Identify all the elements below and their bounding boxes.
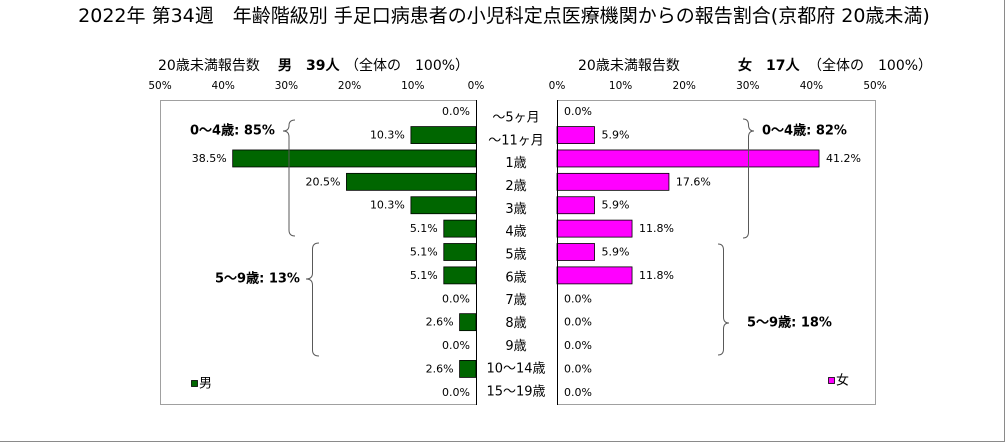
male-x-tick-label: 50% (148, 80, 171, 92)
female-value-label: 11.8% (639, 222, 674, 235)
female-x-tick-label: 20% (673, 80, 696, 92)
male-bar (232, 149, 477, 168)
male-value-label: 2.6% (426, 362, 454, 375)
female-x-tick-label: 50% (863, 80, 886, 92)
age-category-label: 5歳 (505, 248, 526, 263)
age-category-label: 4歳 (505, 225, 526, 240)
female-value-label: 11.8% (639, 269, 674, 282)
female-panel: 0% 10% 20% 30% 40% 50% 0.0% 5.9% 41.2% 17.6% 5.9% 1… (549, 80, 887, 405)
female-x-tick-label: 40% (800, 80, 823, 92)
male-value-label: 0.0% (442, 386, 470, 399)
male-value-label: 2.6% (426, 316, 454, 329)
female-bar (556, 243, 595, 261)
female-bar (556, 266, 633, 285)
age-group-brace (742, 118, 755, 239)
age-category-label: 3歳 (505, 202, 526, 217)
age-category-label: ～11ヶ月 (488, 133, 544, 148)
female-value-label: 41.2% (826, 152, 861, 165)
female-panel-header: 20歳未満報告数 女 17人 （全体の 100%） (578, 57, 932, 74)
male-x-tick-label: 40% (212, 80, 235, 92)
female-bar (556, 172, 670, 191)
male-value-label: 10.3% (370, 199, 405, 212)
age-category-label: 9歳 (505, 339, 526, 354)
male-bar (410, 196, 477, 215)
age-category-label: 1歳 (505, 156, 526, 171)
male-bar (443, 266, 477, 285)
male-panel: 0% 10% 20% 30% 40% 50% 0.0% 10.3% 38.5% 20.5% 10.3… (148, 80, 484, 405)
age-category-label: 10～14歳 (486, 362, 545, 377)
age-group-annotations: 0～4歳: 85% 5～9歳: 13% 0～4歳: 82% 5～9歳: 18% (190, 118, 847, 357)
male-bar (459, 313, 477, 332)
age-category-label: 15～19歳 (486, 385, 545, 400)
male-header-share: （全体の 100%） (345, 57, 469, 74)
age-category-label: 2歳 (505, 179, 526, 194)
legend-male-label: 男 (199, 377, 212, 392)
male-value-label: 5.1% (410, 269, 438, 282)
female-x-tick-label: 30% (736, 80, 759, 92)
female-x-tick-label: 0% (549, 80, 566, 92)
male-header-caption: 20歳未満報告数 (158, 58, 260, 74)
legend-female-swatch (828, 377, 835, 384)
male-bar (410, 126, 477, 144)
age-group-brace (305, 242, 320, 357)
age-category-label: 7歳 (505, 293, 526, 308)
female-x-tick-label: 10% (609, 80, 632, 92)
age-category-label: 8歳 (505, 316, 526, 331)
legend-male-swatch (191, 380, 198, 387)
age-group-annotation: 5～9歳: 13% (215, 271, 300, 287)
female-value-label: 0.0% (564, 105, 592, 118)
male-value-label: 10.3% (370, 129, 405, 142)
legends: 男女 (191, 373, 849, 392)
female-bar (556, 149, 820, 168)
age-group-annotation: 5～9歳: 18% (747, 315, 832, 331)
female-value-label: 0.0% (564, 316, 592, 329)
female-value-label: 0.0% (564, 339, 592, 352)
female-header-share: （全体の 100%） (808, 57, 932, 74)
female-value-label: 0.0% (564, 362, 592, 375)
legend-female-label: 女 (836, 373, 849, 389)
age-group-brace (282, 119, 296, 237)
female-bar (556, 196, 595, 215)
male-value-label: 0.0% (442, 339, 470, 352)
age-group-annotation: 0～4歳: 82% (762, 123, 847, 139)
female-value-label: 0.0% (564, 292, 592, 305)
male-value-label: 20.5% (305, 175, 340, 188)
male-x-tick-label: 20% (338, 80, 361, 92)
female-value-label: 5.9% (602, 129, 630, 142)
age-category-axis: ～5ヶ月 ～11ヶ月 1歳 2歳 3歳 4歳 5歳 6歳 7歳 8歳 9歳 10～14歳 15～19歳 (486, 111, 545, 400)
age-category-label: 6歳 (505, 270, 526, 285)
female-bar (556, 219, 633, 238)
male-bar (459, 360, 477, 378)
male-bar (443, 219, 477, 238)
female-header-caption: 20歳未満報告数 (578, 58, 680, 74)
female-header-count: 女 17人 (738, 57, 800, 74)
age-group-annotation: 0～4歳: 85% (190, 123, 275, 139)
male-value-label: 0.0% (442, 105, 470, 118)
male-header-count: 男 39人 (278, 57, 340, 74)
male-value-label: 5.1% (410, 246, 438, 259)
female-value-label: 17.6% (676, 175, 711, 188)
male-value-label: 0.0% (442, 292, 470, 305)
female-bar (556, 126, 595, 144)
male-x-tick-label: 0% (468, 80, 485, 92)
age-category-label: ～5ヶ月 (492, 111, 539, 126)
female-value-label: 5.9% (602, 199, 630, 212)
female-value-label: 0.0% (564, 386, 592, 399)
male-bar (443, 243, 477, 261)
male-x-tick-label: 10% (401, 80, 424, 92)
male-bar (346, 172, 477, 191)
chart-title: 2022年 第34週 年齢階級別 手足口病患者の小児科定点医療機関からの報告割合… (78, 5, 930, 27)
male-x-tick-label: 30% (275, 80, 298, 92)
male-value-label: 5.1% (410, 222, 438, 235)
male-panel-header: 20歳未満報告数 男 39人 （全体の 100%） (158, 57, 469, 74)
male-value-label: 38.5% (192, 152, 227, 165)
female-value-label: 5.9% (602, 246, 630, 259)
age-group-brace (717, 243, 730, 356)
